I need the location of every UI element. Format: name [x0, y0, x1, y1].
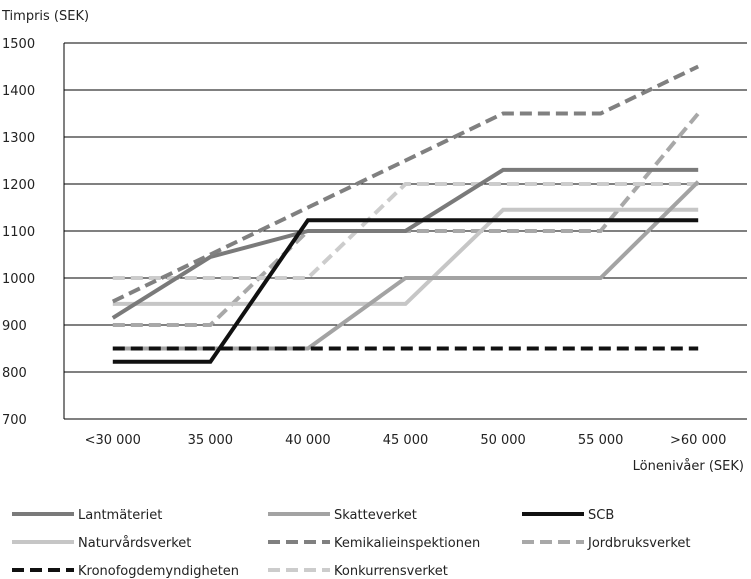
legend: Lantmäteriet Skatteverket SCB Naturvårdsver… — [12, 508, 691, 579]
y-tick-label: 1200 — [2, 178, 35, 193]
legend-label: Skatteverket — [334, 508, 417, 523]
y-tick-label: 800 — [2, 366, 27, 381]
legend-label: SCB — [588, 508, 614, 523]
y-tick-label: 700 — [2, 413, 27, 428]
legend-label: Kemikalieinspektionen — [334, 536, 480, 551]
x-axis-title: Lönenivåer (SEK) — [633, 459, 744, 474]
x-tick-label: 50 000 — [480, 433, 526, 448]
y-tick-label: 900 — [2, 319, 27, 334]
legend-label: Kronofogdemyndigheten — [78, 564, 239, 579]
legend-label: Naturvårdsverket — [78, 536, 191, 551]
legend-label: Konkurrensverket — [334, 564, 448, 579]
series-line-naturvårdsverket — [112, 207, 699, 306]
x-tick-label: 35 000 — [188, 433, 234, 448]
legend-label: Jordbruksverket — [587, 536, 691, 551]
y-tick-label: 1300 — [2, 131, 35, 146]
series-line-lantmäteriet — [111, 167, 699, 320]
y-tick-label: 1500 — [2, 37, 35, 52]
x-tick-label: <30 000 — [85, 433, 141, 448]
y-tick-labels: 700 800 900 1000 1100 1200 1300 1400 1500 — [2, 37, 35, 428]
y-tick-label: 1100 — [2, 225, 35, 240]
series-line-scb — [112, 218, 699, 364]
series-line-konkurrensverket — [112, 182, 699, 280]
y-tick-label: 1400 — [2, 84, 35, 99]
y-axis-title: Timpris (SEK) — [1, 9, 89, 24]
x-tick-label: >60 000 — [670, 433, 726, 448]
y-tick-label: 1000 — [2, 272, 35, 287]
series-lines — [111, 64, 700, 364]
series-line-kemikalieinspektionen — [111, 64, 700, 304]
x-tick-label: 40 000 — [285, 433, 331, 448]
x-tick-label: 55 000 — [578, 433, 624, 448]
x-tick-label: 45 000 — [383, 433, 429, 448]
legend-label: Lantmäteriet — [78, 508, 162, 523]
x-tick-labels: <30 000 35 000 40 000 45 000 50 000 55 000 >60… — [85, 433, 727, 448]
